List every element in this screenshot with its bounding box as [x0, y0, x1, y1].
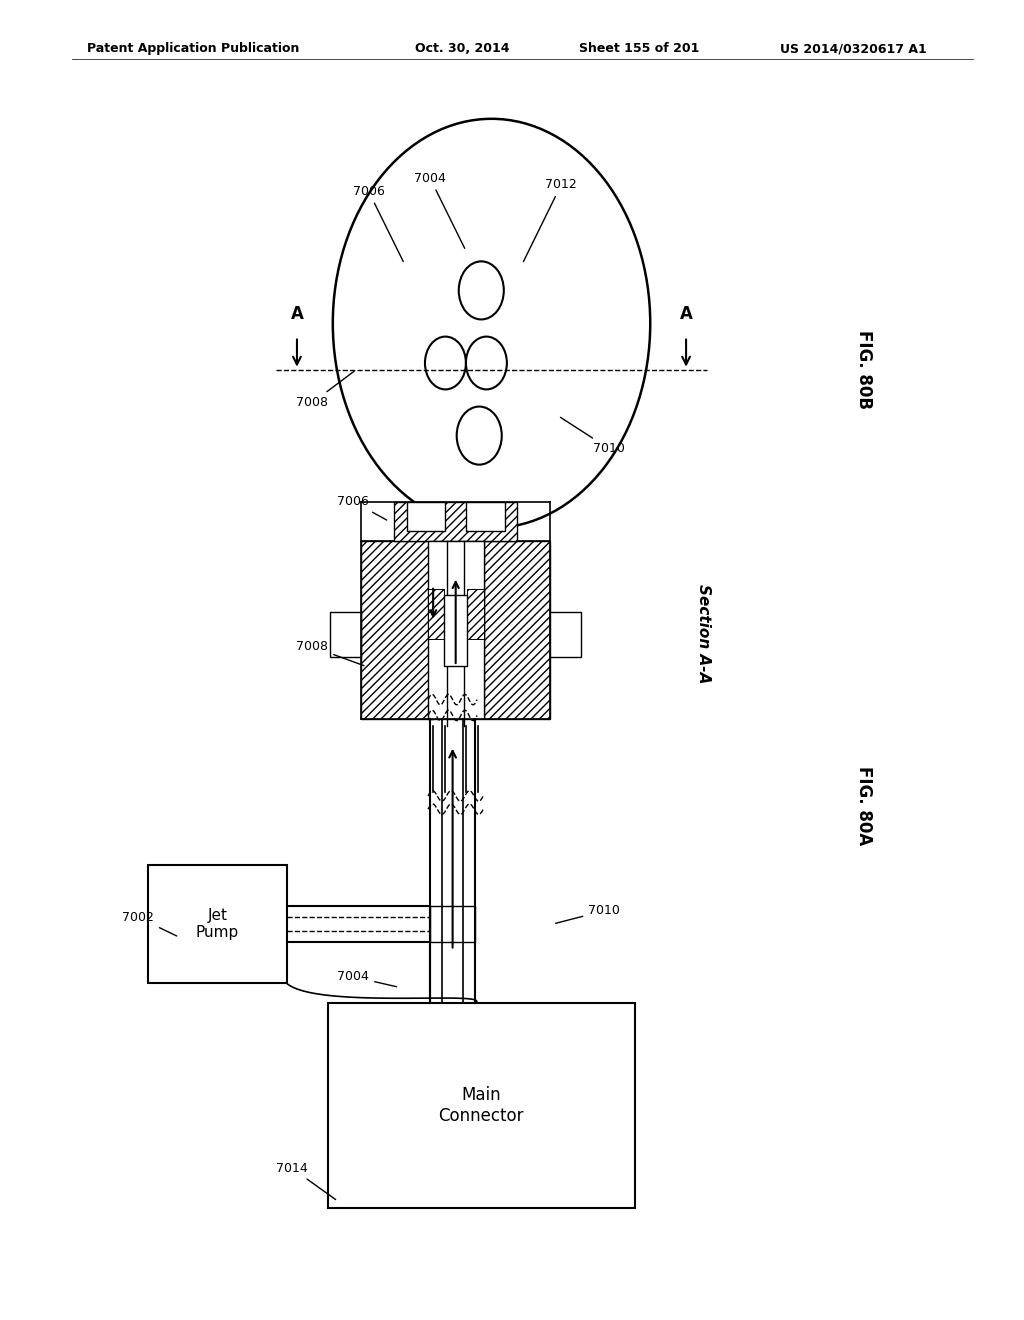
Bar: [330, 612, 361, 657]
Text: 7014: 7014: [275, 1162, 336, 1200]
Bar: [428, 541, 483, 719]
Text: 7004: 7004: [414, 172, 465, 248]
Circle shape: [425, 337, 466, 389]
Text: Section A-A: Section A-A: [696, 583, 712, 684]
Bar: [444, 594, 467, 667]
Text: 7008: 7008: [296, 371, 354, 409]
Text: 7008: 7008: [296, 640, 364, 665]
Bar: [328, 1003, 635, 1208]
Bar: [466, 502, 505, 531]
Text: A: A: [291, 305, 303, 323]
Text: Jet
Pump: Jet Pump: [196, 908, 240, 940]
Text: US 2014/0320617 A1: US 2014/0320617 A1: [780, 42, 927, 55]
Text: Main
Connector: Main Connector: [438, 1086, 524, 1125]
Bar: [407, 502, 445, 531]
Circle shape: [333, 119, 650, 528]
Text: Oct. 30, 2014: Oct. 30, 2014: [415, 42, 509, 55]
Bar: [551, 612, 582, 657]
Bar: [148, 865, 287, 983]
Bar: [467, 589, 484, 639]
Text: FIG. 80A: FIG. 80A: [855, 766, 873, 845]
Bar: [394, 502, 517, 541]
Text: 7006: 7006: [352, 185, 403, 261]
Text: 7002: 7002: [122, 911, 177, 936]
Bar: [361, 541, 433, 719]
Text: Sheet 155 of 201: Sheet 155 of 201: [579, 42, 699, 55]
Bar: [330, 612, 361, 657]
Bar: [484, 541, 551, 719]
Text: 7006: 7006: [337, 495, 387, 520]
Circle shape: [457, 407, 502, 465]
Bar: [428, 589, 444, 639]
Circle shape: [466, 337, 507, 389]
Text: 7004: 7004: [337, 970, 396, 987]
Text: 7010: 7010: [560, 417, 626, 455]
Text: 7010: 7010: [556, 904, 621, 923]
Text: 7012: 7012: [523, 178, 578, 261]
Text: A: A: [680, 305, 692, 323]
Text: Patent Application Publication: Patent Application Publication: [87, 42, 299, 55]
Circle shape: [459, 261, 504, 319]
Bar: [430, 906, 475, 942]
Text: FIG. 80B: FIG. 80B: [855, 330, 873, 409]
